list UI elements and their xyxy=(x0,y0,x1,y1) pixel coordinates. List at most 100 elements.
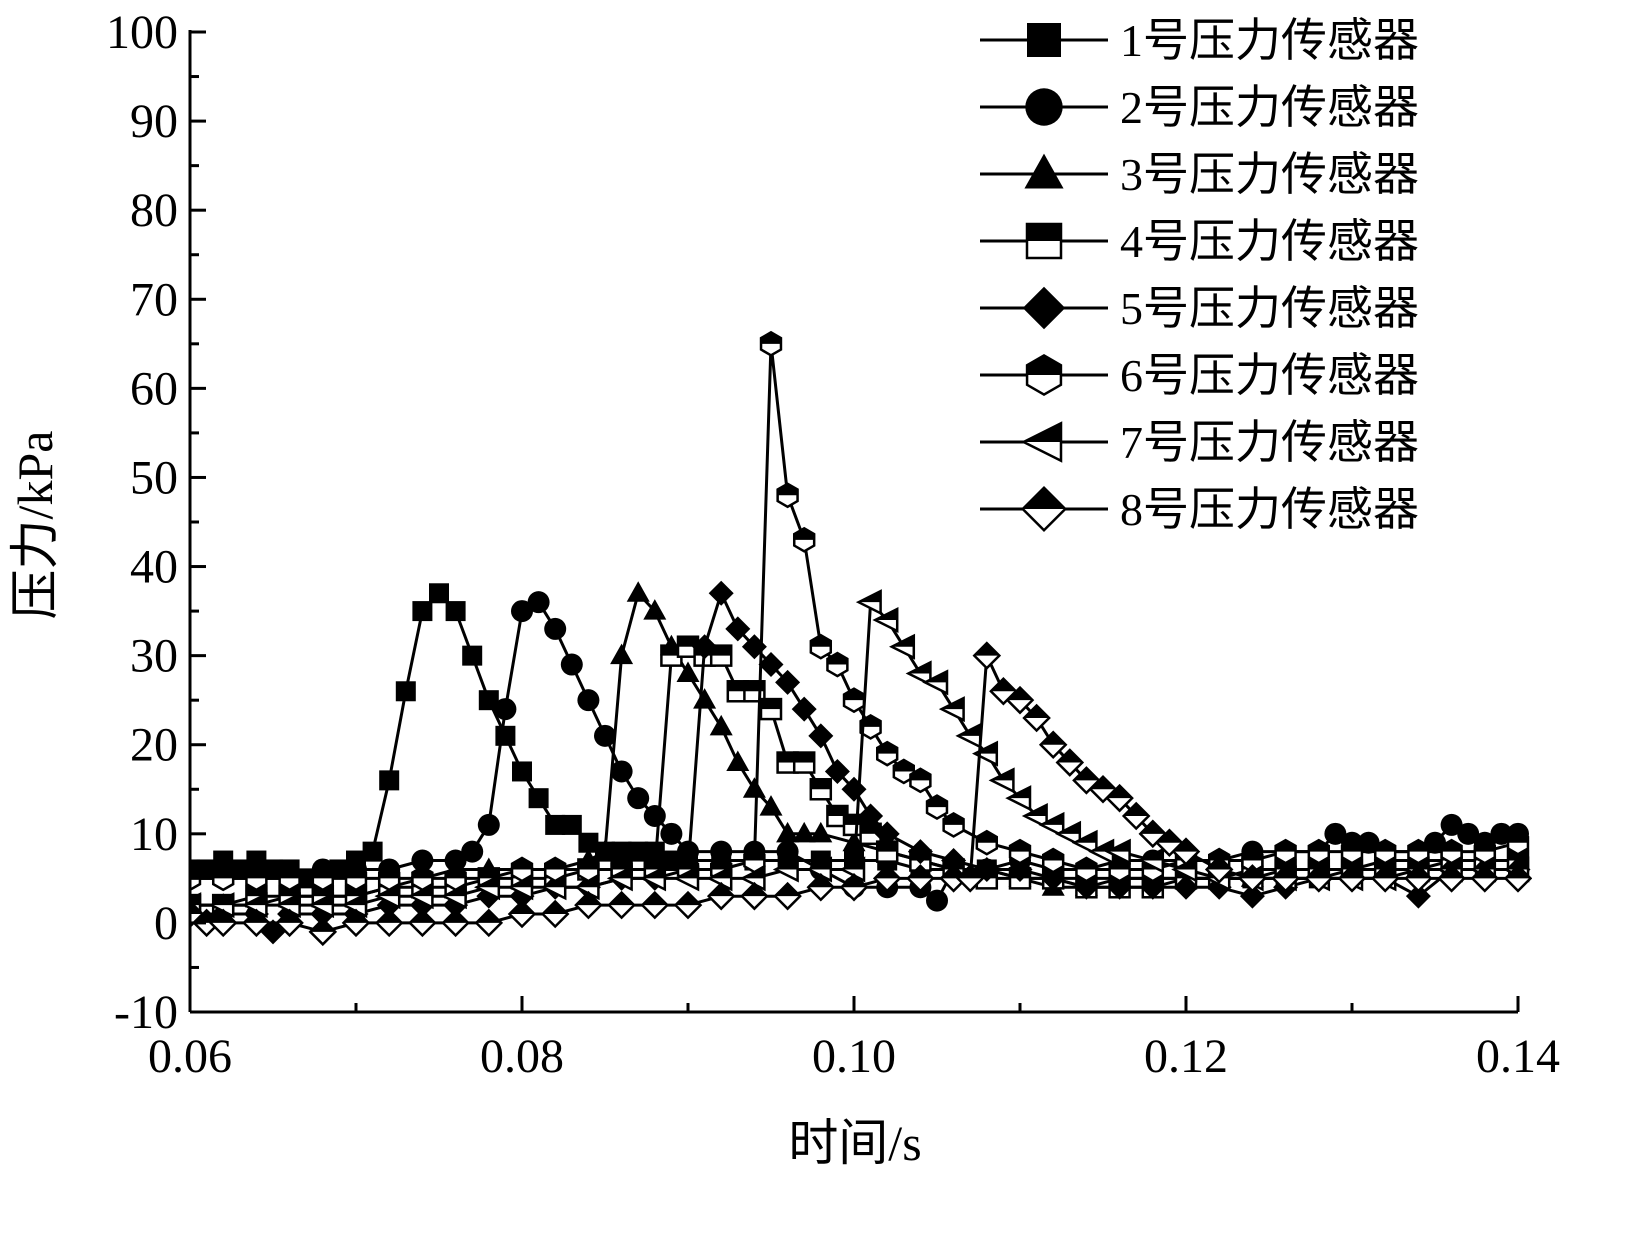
series-2-point xyxy=(1457,822,1480,845)
series-5-point xyxy=(775,669,801,695)
series-3-point xyxy=(676,661,700,682)
series-5-point xyxy=(1405,883,1431,909)
series-2-point xyxy=(494,698,517,721)
series-7-point xyxy=(1071,829,1098,856)
series-7-point xyxy=(1138,847,1165,874)
series-6-point xyxy=(245,865,268,892)
series-1-point xyxy=(578,832,599,853)
legend-label: 5号压力传感器 xyxy=(1120,283,1419,334)
series-5-point xyxy=(808,723,834,749)
series-5-point xyxy=(708,580,734,606)
series-1-point xyxy=(478,690,499,711)
series-7-point xyxy=(308,892,335,919)
series-5-point xyxy=(1007,856,1033,882)
series-5-point xyxy=(725,616,751,642)
series-2-point xyxy=(527,591,550,614)
series-6-point xyxy=(278,865,301,892)
series-7-point xyxy=(872,606,899,634)
legend-label: 3号压力传感器 xyxy=(1120,149,1419,200)
series-8-point xyxy=(1088,775,1118,804)
series-7-point xyxy=(540,874,567,901)
series-1-point xyxy=(429,583,449,604)
series-1-point xyxy=(528,788,549,809)
series-1-point xyxy=(412,601,433,622)
series-7-point xyxy=(407,883,434,910)
series-8-point xyxy=(673,890,703,920)
series-8-point xyxy=(1204,855,1234,884)
series-3-point xyxy=(693,688,717,709)
legend-item-1: 1号压力传感器 xyxy=(980,15,1419,66)
series-1-point xyxy=(263,859,283,880)
series-8-point xyxy=(906,864,935,893)
series-2-point xyxy=(643,805,666,827)
series-2-point xyxy=(776,840,799,863)
series-2-point xyxy=(594,724,616,747)
series-6-point xyxy=(1407,838,1430,865)
x-tick-label: 0.08 xyxy=(480,1030,564,1083)
series-2-point xyxy=(544,617,567,640)
series-3-point xyxy=(809,821,833,843)
series-8-point xyxy=(1337,864,1367,893)
series-8-point xyxy=(540,899,570,929)
series-8-point xyxy=(1238,864,1267,893)
y-tick-label: 80 xyxy=(130,184,178,237)
series-6-point xyxy=(892,758,916,785)
series-3-point xyxy=(726,750,750,772)
series-2-point xyxy=(560,653,583,676)
x-tick-label: 0.12 xyxy=(1144,1030,1228,1083)
series-6-point xyxy=(759,330,783,357)
legend-item-4: 4号压力传感器 xyxy=(980,216,1419,267)
y-tick-label: 20 xyxy=(130,719,178,772)
series-5-point xyxy=(791,696,817,722)
series-3-point xyxy=(792,821,816,843)
series-4-point xyxy=(709,644,733,667)
series-1-point xyxy=(196,859,217,880)
series-5-point xyxy=(1140,874,1166,900)
series-8-point xyxy=(1404,864,1433,893)
series-8-point xyxy=(1171,837,1201,866)
series-2-point xyxy=(411,849,434,872)
y-tick-label: 0 xyxy=(154,897,178,950)
series-7-point xyxy=(988,767,1015,794)
series-8-point xyxy=(607,890,636,920)
series-2-point xyxy=(1324,822,1347,845)
series-2-point xyxy=(660,822,683,845)
series-6-point xyxy=(942,811,965,838)
series-5-point xyxy=(692,634,718,660)
series-2-point xyxy=(627,787,650,810)
legend-marker xyxy=(1025,222,1063,260)
series-8-point xyxy=(706,881,736,911)
series-6-point xyxy=(1340,838,1364,865)
x-tick-label: 0.06 xyxy=(148,1030,232,1083)
series-8-point xyxy=(308,917,338,947)
y-axis-label: 压力/kPa xyxy=(7,431,63,620)
series-1-point xyxy=(395,681,416,702)
series-7-point xyxy=(374,883,401,910)
series-1-point xyxy=(611,841,632,862)
series-2-point xyxy=(511,600,533,623)
legend-item-3: 3号压力传感器 xyxy=(980,149,1419,200)
series-7-point xyxy=(938,696,965,723)
series-6-point xyxy=(925,794,949,821)
series-7-point xyxy=(1021,802,1048,830)
series-8-point xyxy=(773,881,802,911)
series-3-point xyxy=(610,643,634,665)
series-8-point xyxy=(190,899,205,929)
series-7-point xyxy=(640,865,667,892)
legend-label: 7号压力传感器 xyxy=(1120,417,1419,468)
series-8-point xyxy=(574,890,603,920)
series-8-point xyxy=(1121,801,1151,831)
series-8-point xyxy=(341,908,371,938)
series-2-point xyxy=(610,760,633,783)
series-1-point xyxy=(495,725,516,746)
legend-label: 4号压力传感器 xyxy=(1120,216,1419,267)
series-8-point xyxy=(839,873,869,902)
series-1-point xyxy=(545,814,566,835)
series-8-point xyxy=(1470,864,1500,893)
legend-item-2: 2号压力传感器 xyxy=(980,82,1419,133)
y-tick-label: 70 xyxy=(130,273,178,326)
series-1-point xyxy=(661,850,682,871)
series-7-point xyxy=(955,722,982,749)
series-6-point xyxy=(311,865,335,892)
